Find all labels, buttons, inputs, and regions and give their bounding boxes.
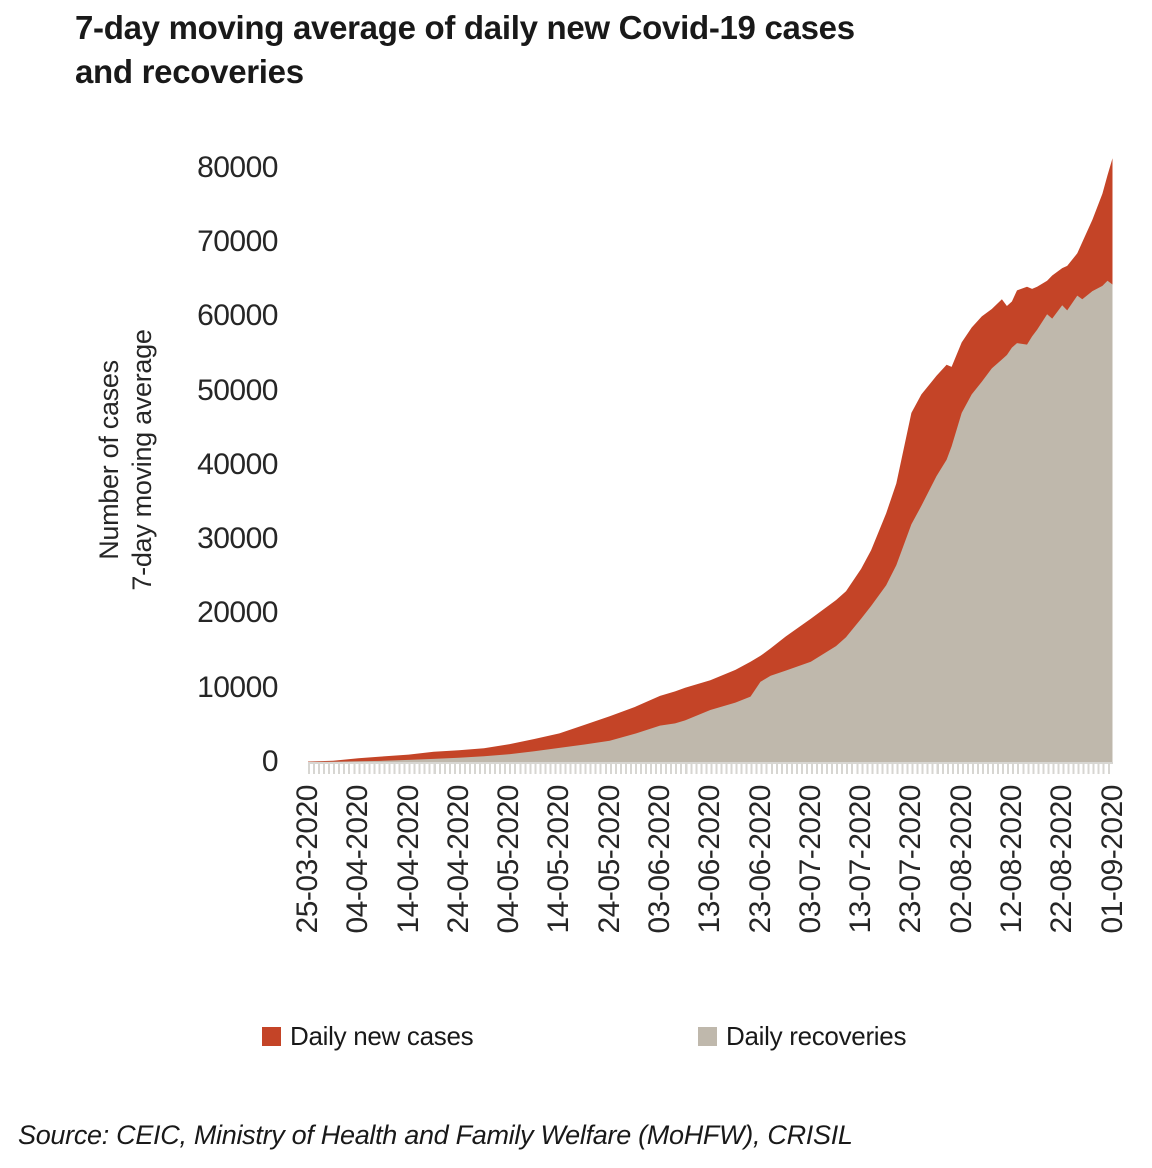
legend-item-daily-new-cases: Daily new cases (262, 1020, 474, 1051)
y-tick-label: 80000 (197, 151, 278, 184)
x-tick-label: 14-05-2020 (542, 785, 575, 934)
y-axis-title-line1: Number of cases (94, 360, 124, 560)
y-tick-label: 60000 (197, 299, 278, 332)
x-tick-label: 23-06-2020 (744, 785, 777, 934)
x-tick-label: 22-08-2020 (1045, 785, 1078, 934)
x-tick-label: 13-06-2020 (693, 785, 726, 934)
source-note: Source: CEIC, Ministry of Health and Fam… (18, 1120, 853, 1150)
y-tick-label: 70000 (197, 225, 278, 258)
x-tick-label: 24-04-2020 (442, 785, 475, 934)
x-tick-label: 03-07-2020 (794, 785, 827, 934)
x-tick-label: 03-06-2020 (643, 785, 676, 934)
y-tick-label: 0 (261, 745, 279, 778)
x-tick-label: 24-05-2020 (593, 785, 626, 934)
y-tick-label: 50000 (197, 374, 278, 407)
x-tick-label: 14-04-2020 (392, 785, 425, 934)
x-axis-line (308, 762, 1113, 764)
x-tick-label: 13-07-2020 (844, 785, 877, 934)
chart-title-line2: and recoveries (75, 53, 304, 90)
legend-item-daily-recoveries: Daily recoveries (698, 1020, 907, 1051)
legend-label-daily-recoveries: Daily recoveries (726, 1020, 907, 1051)
x-tick-label: 04-04-2020 (341, 785, 374, 934)
x-tick-label: 25-03-2020 (291, 785, 324, 934)
y-tick-label: 30000 (197, 522, 278, 555)
recoveries-area (308, 280, 1113, 762)
y-tick-label: 40000 (197, 448, 278, 481)
x-tick-label: 04-05-2020 (492, 785, 525, 934)
x-tick-label: 23-07-2020 (894, 785, 927, 934)
y-tick-label: 20000 (197, 596, 278, 629)
x-tick-label: 01-09-2020 (1096, 785, 1129, 934)
chart-title-line1: 7-day moving average of daily new Covid-… (75, 9, 855, 46)
area-chart-plot (308, 158, 1113, 762)
chart-title: 7-day moving average of daily new Covid-… (75, 6, 855, 94)
x-tick-label: 12-08-2020 (995, 785, 1028, 934)
x-axis-day-ticks (308, 764, 1113, 774)
daily-recoveries-swatch-icon (698, 1026, 717, 1046)
x-tick-label: 02-08-2020 (945, 785, 978, 934)
daily-new-cases-swatch-icon (262, 1026, 281, 1046)
legend-label-daily-new-cases: Daily new cases (290, 1020, 474, 1051)
y-tick-label: 10000 (197, 671, 278, 704)
